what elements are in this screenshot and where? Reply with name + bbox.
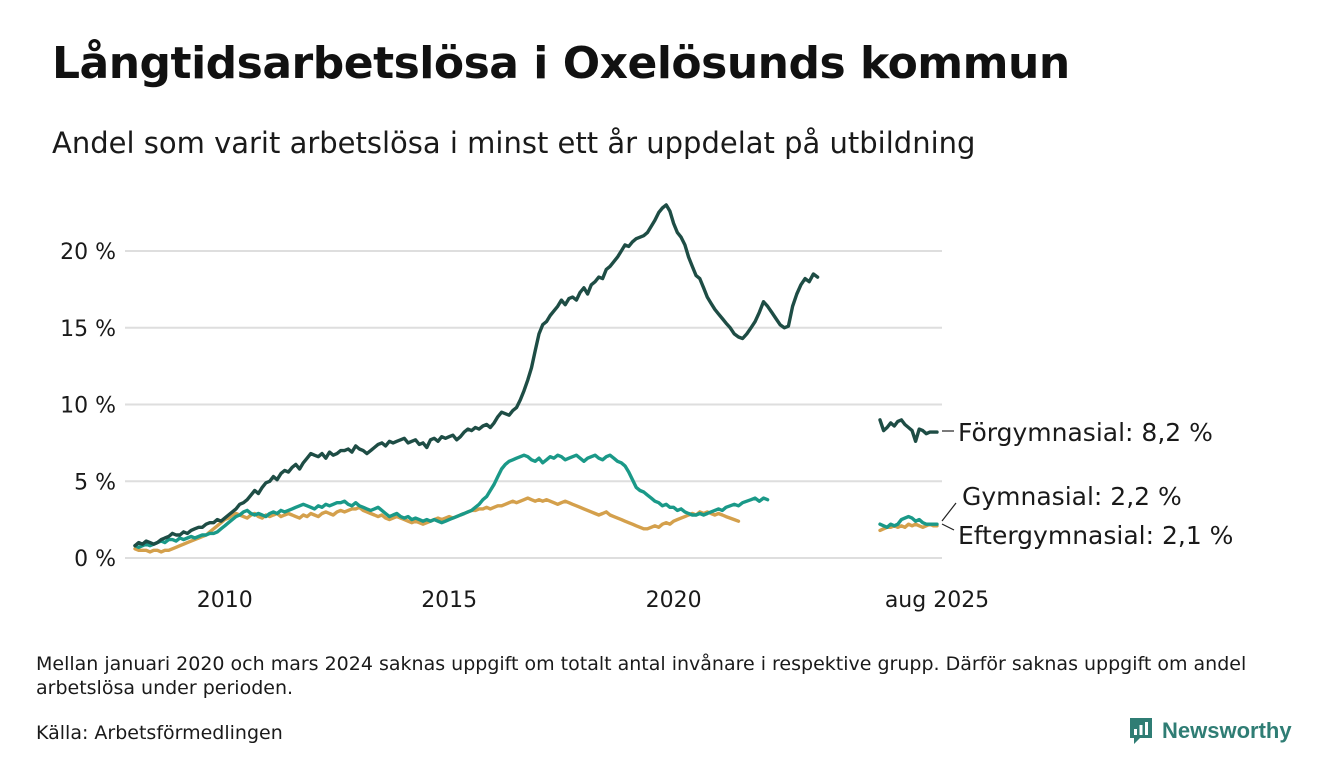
y-tick-label: 15 % bbox=[60, 317, 116, 342]
source-credit: Källa: Arbetsförmedlingen bbox=[36, 722, 283, 744]
newsworthy-logo-icon bbox=[1130, 718, 1152, 744]
brand-name: Newsworthy bbox=[1162, 718, 1292, 743]
newsworthy-logo: Newsworthy bbox=[1128, 716, 1292, 746]
series-line-förgymnasial bbox=[878, 418, 939, 443]
y-tick-label: 5 % bbox=[74, 470, 116, 495]
series-end-label-förgymnasial: Förgymnasial: 8,2 % bbox=[958, 418, 1213, 447]
chart-subtitle: Andel som varit arbetslösa i minst ett å… bbox=[52, 126, 976, 160]
x-tick-label: 2015 bbox=[421, 588, 477, 613]
chart-title: Långtidsarbetslösa i Oxelösunds kommun bbox=[52, 38, 1070, 89]
series-end-label-gymnasial: Gymnasial: 2,2 % bbox=[962, 482, 1182, 511]
y-axis-ticks: 0 % 5 % 10 % 15 % 20 % bbox=[60, 240, 116, 572]
y-tick-label: 0 % bbox=[74, 547, 116, 572]
label-leader-line bbox=[941, 523, 955, 531]
y-tick-label: 20 % bbox=[60, 240, 116, 265]
label-leader-line bbox=[941, 502, 957, 522]
x-tick-label: 2010 bbox=[197, 588, 253, 613]
x-axis-ticks: 2010 2015 2020 aug 2025 bbox=[197, 588, 989, 613]
y-tick-label: 10 % bbox=[60, 394, 116, 419]
series-line-förgymnasial bbox=[133, 203, 820, 548]
series-end-label-eftergymnasial: Eftergymnasial: 2,1 % bbox=[958, 521, 1233, 550]
footnote: Mellan januari 2020 och mars 2024 saknas… bbox=[36, 653, 1247, 699]
x-tick-label: aug 2025 bbox=[885, 588, 989, 613]
x-tick-label: 2020 bbox=[646, 588, 702, 613]
series-end-labels: Förgymnasial: 8,2 % Gymnasial: 2,2 % Efter… bbox=[941, 418, 1233, 550]
gridlines bbox=[125, 250, 942, 559]
series-line-gymnasial bbox=[878, 514, 939, 529]
series-lines bbox=[133, 203, 939, 554]
line-chart: 0 %5 %10 %15 %20 % 2010 2015 2020 aug 2025 … bbox=[60, 203, 1233, 613]
series-line-gymnasial bbox=[133, 453, 770, 549]
